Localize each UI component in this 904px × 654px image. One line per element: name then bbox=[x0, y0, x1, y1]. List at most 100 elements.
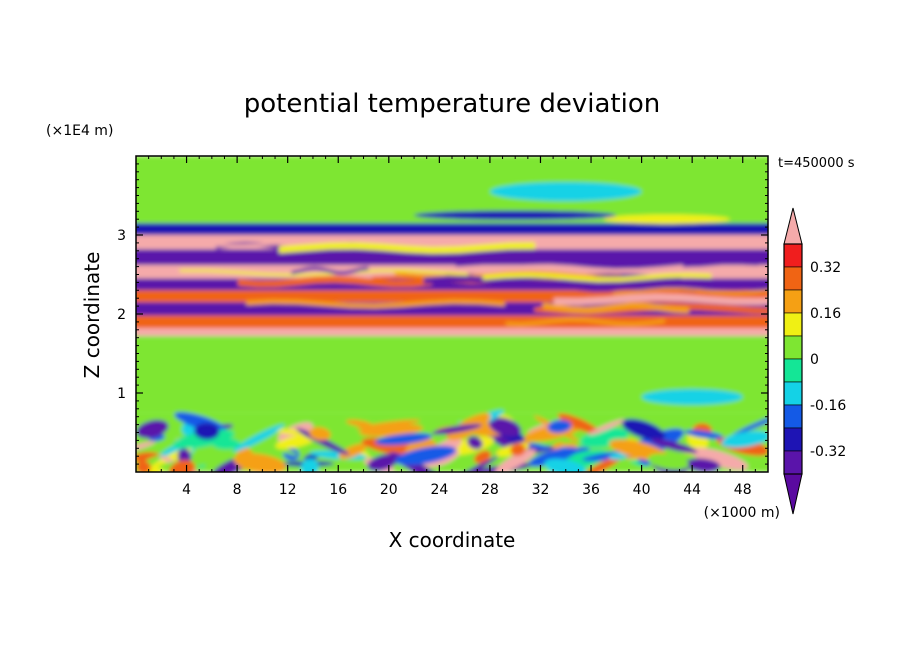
x-tick-label: 40 bbox=[633, 482, 651, 498]
chart-title: potential temperature deviation bbox=[244, 89, 660, 119]
colorbar-segment bbox=[783, 427, 803, 452]
shear-streak bbox=[482, 272, 712, 282]
colorbar-segment bbox=[783, 243, 803, 268]
shear-streak bbox=[246, 299, 505, 309]
turbulent-eddy bbox=[547, 419, 572, 433]
shear-streak bbox=[505, 317, 665, 327]
colorbar-label: 0 bbox=[810, 352, 819, 368]
plot-field bbox=[136, 156, 768, 472]
shear-streak bbox=[582, 256, 768, 268]
x-tick-label: 48 bbox=[734, 482, 752, 498]
field-blob bbox=[161, 353, 364, 386]
shear-streak bbox=[237, 276, 432, 288]
x-tick-label: 32 bbox=[532, 482, 550, 498]
turbulent-eddy bbox=[510, 443, 526, 456]
field-band bbox=[136, 315, 768, 329]
y-axis-label: Z coordinate bbox=[80, 252, 104, 379]
turbulent-eddy bbox=[684, 429, 724, 439]
x-axis: 4 8 12 16 20 24 28 32 36 40 44 48 bbox=[148, 156, 756, 498]
x-tick-label: 16 bbox=[329, 482, 347, 498]
turbulent-eddy bbox=[346, 419, 373, 427]
colorbar-label: -0.16 bbox=[810, 398, 846, 414]
turbulent-eddy bbox=[295, 428, 350, 455]
shear-streak bbox=[179, 269, 468, 277]
field-blob bbox=[148, 202, 200, 213]
turbulent-eddy bbox=[488, 417, 522, 437]
colorbar-frame bbox=[783, 243, 803, 475]
turbulent-eddy bbox=[650, 438, 698, 454]
y-axis: 1 2 3 bbox=[117, 163, 768, 465]
colorbar-segment bbox=[783, 335, 803, 360]
turbulent-eddy bbox=[359, 423, 423, 437]
x-axis-label: X coordinate bbox=[389, 528, 516, 552]
colorbar-segment bbox=[783, 450, 803, 475]
field-band bbox=[136, 290, 768, 303]
colorbar-segment bbox=[783, 312, 803, 337]
x-tick-label: 8 bbox=[233, 482, 242, 498]
turbulent-eddy bbox=[528, 443, 551, 451]
field-blob bbox=[312, 189, 415, 209]
turbulent-eddy bbox=[394, 445, 457, 466]
y-tick-label: 1 bbox=[117, 386, 126, 402]
turbulent-eddy bbox=[721, 430, 768, 448]
x-tick-label: 12 bbox=[279, 482, 297, 498]
shear-streak bbox=[550, 282, 696, 292]
turbulent-eddy bbox=[609, 452, 629, 460]
shear-streak bbox=[291, 266, 369, 275]
shear-streak bbox=[192, 239, 403, 248]
turbulent-eddy bbox=[647, 453, 689, 470]
shear-streak bbox=[542, 302, 689, 314]
turbulent-eddy bbox=[474, 450, 491, 464]
field-band bbox=[136, 223, 768, 235]
x-tick-label: 44 bbox=[683, 482, 701, 498]
turbulent-eddy bbox=[588, 419, 625, 435]
turbulent-eddy bbox=[432, 423, 482, 435]
shear-streak bbox=[278, 242, 536, 254]
y-tick-label: 3 bbox=[117, 228, 126, 244]
shear-streak bbox=[459, 264, 683, 274]
x-tick-label: 20 bbox=[380, 482, 398, 498]
turbulent-eddy bbox=[584, 454, 624, 472]
turbulent-eddy bbox=[690, 447, 749, 471]
y-axis-unit: (×1E4 m) bbox=[46, 123, 113, 139]
shear-streak bbox=[553, 293, 768, 306]
colorbar-segment bbox=[783, 404, 803, 429]
colorbar-segment bbox=[783, 289, 803, 314]
colorbar-label: -0.32 bbox=[810, 444, 846, 460]
turbulent-eddy bbox=[309, 427, 331, 441]
shear-streak bbox=[489, 255, 624, 265]
turbulent-eddy bbox=[621, 418, 666, 441]
turbulent-eddy bbox=[495, 449, 536, 472]
turbulent-eddy bbox=[684, 458, 721, 472]
colorbar-segment bbox=[783, 381, 803, 406]
turbulent-eddy bbox=[467, 436, 483, 450]
colorbar-extend-bottom bbox=[783, 473, 803, 515]
field-band bbox=[136, 328, 768, 337]
turbulent-eddy bbox=[732, 411, 768, 436]
turbulent-eddy bbox=[169, 459, 196, 472]
y-tick-label: 2 bbox=[117, 307, 126, 323]
turbulent-eddy bbox=[233, 453, 287, 472]
x-tick-label: 28 bbox=[481, 482, 499, 498]
turbulent-eddy bbox=[367, 453, 399, 471]
x-tick-label: 4 bbox=[182, 482, 191, 498]
time-label: t=450000 s bbox=[778, 156, 855, 171]
turbulent-eddy bbox=[338, 443, 367, 460]
field-blob bbox=[414, 210, 617, 220]
turbulent-eddy bbox=[528, 447, 578, 467]
turbulent-eddy bbox=[375, 433, 433, 446]
x-tick-label: 24 bbox=[430, 482, 448, 498]
turbulent-eddy bbox=[136, 441, 156, 454]
field-blob bbox=[401, 347, 528, 367]
x-axis-unit: (×1000 m) bbox=[704, 505, 780, 521]
field-band bbox=[136, 278, 768, 291]
shear-streak bbox=[613, 287, 768, 295]
turbulent-eddy bbox=[136, 419, 169, 439]
field-blob bbox=[489, 182, 642, 202]
shear-streak bbox=[342, 305, 517, 313]
colorbar-segment bbox=[783, 266, 803, 291]
colorbar-label: 0.32 bbox=[810, 260, 841, 276]
turbulent-eddy bbox=[136, 460, 152, 472]
colorbar-label: 0.16 bbox=[810, 306, 841, 322]
